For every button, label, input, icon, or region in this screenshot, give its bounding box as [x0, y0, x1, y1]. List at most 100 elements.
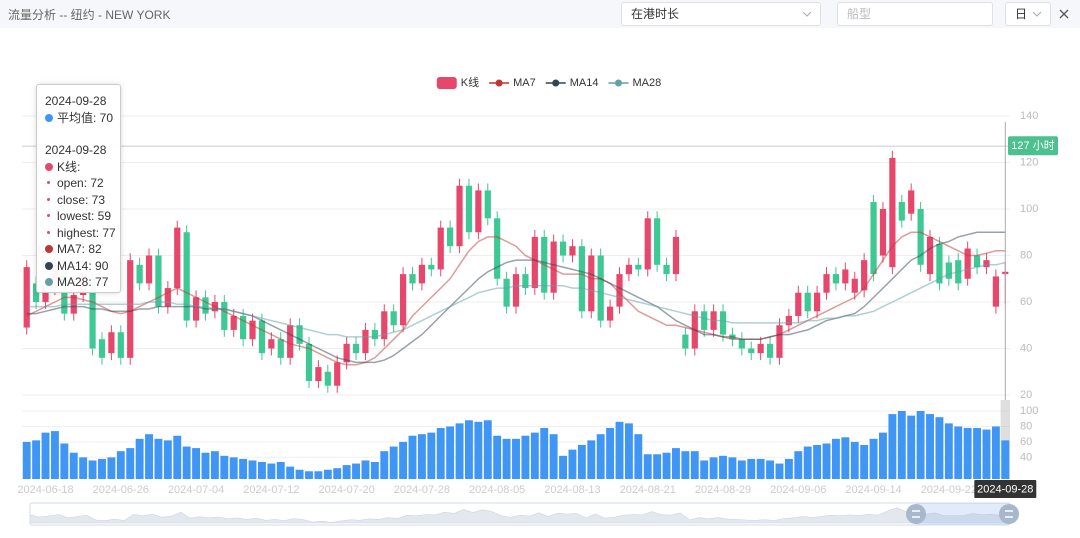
legend-item[interactable]: MA28: [608, 77, 661, 89]
volume-bar: [163, 440, 172, 479]
tooltip-marker: [45, 113, 53, 122]
candle-body: [42, 288, 49, 302]
volume-bar: [568, 449, 577, 479]
legend-label: MA28: [632, 77, 661, 89]
volume-bar: [954, 426, 963, 479]
candle-body: [155, 255, 162, 307]
volume-bar: [210, 451, 219, 479]
candle-body: [757, 343, 764, 354]
tooltip-marker: [47, 197, 50, 201]
slider-handle[interactable]: [999, 504, 1019, 524]
volume-bar: [126, 448, 135, 479]
candle-body: [428, 264, 435, 270]
volume-bar: [69, 452, 78, 479]
volume-bar: [60, 443, 69, 479]
legend-item[interactable]: MA14: [545, 77, 599, 89]
volume-bar: [201, 452, 210, 479]
candle-body: [776, 325, 783, 358]
y-tick-label: 100: [1020, 203, 1038, 215]
candle-body: [672, 236, 680, 275]
candle-body: [606, 306, 614, 321]
volume-bar: [521, 435, 530, 479]
volume-bar: [973, 428, 982, 479]
ship-type-placeholder: 船型: [847, 7, 872, 21]
volume-bar: [935, 417, 944, 479]
x-tick-label: 2024-08-29: [695, 484, 751, 496]
candle-body: [249, 320, 256, 340]
x-tick-label: 2024-06-18: [17, 484, 73, 496]
candle-body: [531, 236, 538, 289]
candle-body: [766, 343, 774, 358]
candle-body: [795, 292, 802, 316]
candle-body: [437, 227, 444, 270]
x-tick-label: 2024-07-28: [394, 484, 450, 496]
volume-bar: [276, 462, 285, 479]
legend-item[interactable]: MA7: [489, 77, 536, 89]
candle-body: [522, 274, 529, 289]
x-tick-label: 2024-07-20: [318, 484, 374, 496]
candle-body: [324, 371, 331, 386]
candle-body: [559, 241, 567, 256]
ma-line: [26, 261, 1006, 338]
volume-bar: [173, 435, 182, 479]
ship-type-input[interactable]: 船型: [837, 2, 993, 26]
volume-bar: [813, 445, 822, 479]
volume-bar: [681, 451, 690, 479]
tooltip: 2024-09-28 平均值: 70 2024-09-28 K线: open: 72 cl…: [36, 84, 121, 293]
volume-bar: [634, 434, 643, 479]
legend-icon-dot: [552, 79, 560, 87]
volume-bar: [926, 414, 934, 479]
candle-body: [738, 339, 745, 349]
tooltip-text: lowest: 59: [57, 209, 112, 223]
close-button[interactable]: [1058, 8, 1070, 20]
candle-body: [277, 339, 284, 358]
volume-bar: [737, 460, 746, 479]
volume-bar: [530, 432, 539, 479]
candle-body: [625, 264, 633, 275]
candle-body: [945, 262, 952, 279]
axis-pointer-shadow: [1000, 400, 1010, 479]
volume-bar: [502, 438, 511, 479]
metric-select[interactable]: 在港时长: [621, 2, 821, 26]
candle-body: [362, 329, 369, 354]
volume-bar: [182, 446, 191, 479]
axis-pointer-label: 2024-09-28: [977, 483, 1033, 495]
y-tick-label: 40: [1020, 342, 1032, 354]
volume-bar: [662, 452, 671, 479]
legend-label: MA7: [513, 77, 536, 89]
candle-body: [409, 274, 416, 284]
candle-body: [832, 274, 840, 284]
legend-item[interactable]: K线: [436, 75, 479, 89]
metric-value: 在港时长: [631, 7, 680, 21]
slider-handle-grip: [912, 510, 920, 518]
tooltip-row: lowest: 59: [45, 208, 120, 225]
tooltip-row: close: 73: [45, 192, 120, 209]
candle-body: [456, 185, 463, 247]
candle-body: [936, 243, 943, 284]
volume-bar: [728, 457, 737, 479]
volume-bar: [606, 428, 615, 479]
volume-bar: [22, 441, 31, 479]
mark-label-box: [1008, 136, 1058, 156]
volume-bar: [822, 443, 831, 479]
x-tick-label: 2024-06-26: [93, 484, 149, 496]
volume-tick-label: 40: [1020, 451, 1032, 463]
candle-body: [992, 276, 999, 307]
candle-body: [89, 278, 96, 349]
candle-body: [879, 209, 887, 256]
tooltip-row: MA14: 90: [45, 258, 120, 275]
slider-shadow: [29, 507, 1011, 524]
y-tick-label: 80: [1020, 249, 1032, 261]
period-select[interactable]: 日: [1005, 2, 1051, 26]
candle-body: [399, 274, 407, 326]
x-tick-label: 2024-08-05: [469, 484, 525, 496]
candle-body: [192, 297, 200, 321]
volume-bar: [916, 411, 925, 479]
x-tick-label: 2024-08-21: [620, 484, 676, 496]
slider-handle[interactable]: [906, 504, 926, 524]
x-tick-label: 2024-09-14: [845, 484, 901, 496]
volume-bar: [455, 423, 464, 479]
volume-bar: [624, 423, 633, 479]
volume-bar: [794, 451, 803, 479]
